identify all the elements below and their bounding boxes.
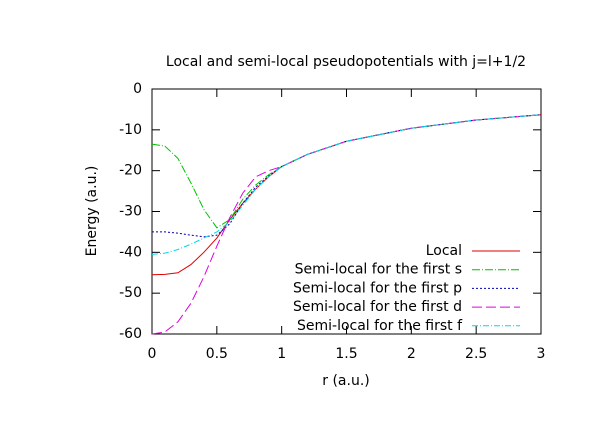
- y-tick-label: -20: [119, 163, 142, 179]
- x-tick-label: 0: [148, 346, 157, 362]
- legend-label: Semi-local for the first f: [297, 318, 463, 334]
- legend-label: Semi-local for the first s: [295, 262, 462, 278]
- y-tick-label: 0: [133, 81, 142, 97]
- y-tick-label: -60: [119, 326, 142, 342]
- y-tick-label: -10: [119, 122, 142, 138]
- y-tick-label: -30: [119, 204, 142, 220]
- x-tick-label: 1.5: [335, 346, 357, 362]
- y-axis-label: Energy (a.u.): [84, 166, 100, 257]
- plot-border: [151, 88, 542, 335]
- legend-label: Semi-local for the first p: [293, 280, 462, 296]
- x-tick-label: 2.5: [465, 346, 487, 362]
- x-tick-label: 3: [537, 346, 546, 362]
- legend-label: Semi-local for the first d: [293, 299, 462, 315]
- x-tick-label: 1: [277, 346, 286, 362]
- x-tick-label: 2: [407, 346, 416, 362]
- series-line: [152, 114, 542, 238]
- series-line: [151, 114, 542, 255]
- legend-label: Local: [426, 243, 462, 259]
- x-axis-label: r (a.u.): [322, 373, 369, 389]
- y-tick-label: -40: [119, 244, 142, 260]
- chart-title: Local and semi-local pseudopotentials wi…: [166, 54, 526, 70]
- x-tick-label: 0.5: [206, 346, 228, 362]
- series-line: [151, 114, 542, 229]
- y-tick-label: -50: [119, 285, 142, 301]
